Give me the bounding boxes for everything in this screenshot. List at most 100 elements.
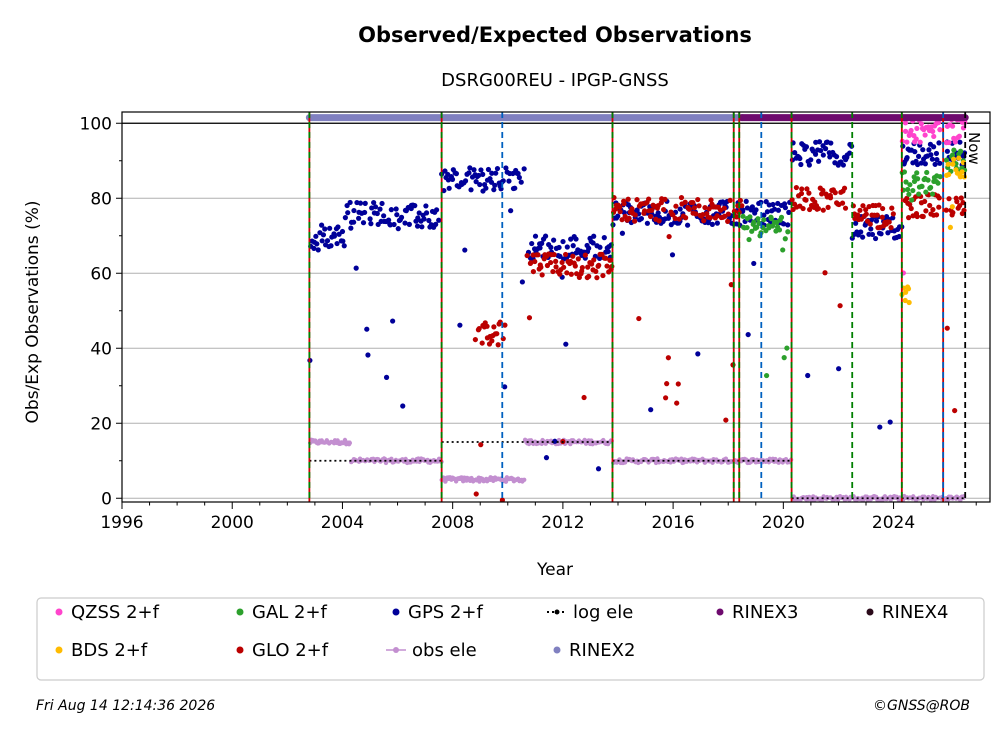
data-point [929, 156, 935, 162]
legend-item-obs-ele: obs ele [386, 640, 477, 661]
data-point [371, 199, 377, 206]
data-point [559, 259, 565, 266]
data-point [489, 338, 495, 344]
data-point [677, 206, 683, 212]
data-point [906, 191, 912, 197]
data-point [929, 191, 936, 197]
data-point [751, 260, 757, 267]
data-point [494, 331, 500, 337]
data-point [833, 154, 840, 160]
data-point [754, 224, 760, 230]
data-point [913, 136, 919, 142]
data-point [319, 238, 325, 244]
data-point [600, 272, 606, 279]
data-point [673, 203, 679, 209]
data-point [402, 220, 408, 226]
data-point [489, 170, 495, 176]
data-point [524, 252, 530, 259]
data-point [793, 184, 799, 191]
data-point [521, 166, 527, 172]
x-tick-label: 2000 [211, 513, 254, 533]
data-point [634, 207, 640, 213]
data-point [904, 195, 910, 201]
data-point [512, 185, 518, 191]
data-point [324, 238, 331, 244]
data-point [478, 167, 484, 173]
data-point [364, 326, 370, 332]
data-point [763, 372, 770, 379]
data-point [920, 147, 926, 153]
data-point [391, 221, 397, 228]
data-point [792, 150, 798, 156]
data-point [781, 221, 787, 227]
data-point [946, 139, 952, 146]
data-point [820, 207, 826, 213]
data-point [771, 206, 778, 212]
data-point [743, 198, 749, 204]
data-point [342, 215, 348, 221]
data-point [586, 245, 592, 251]
data-point [950, 152, 956, 158]
data-point [822, 146, 829, 152]
data-point [506, 178, 512, 184]
data-point [593, 268, 599, 274]
legend-label: GLO 2+f [252, 640, 329, 661]
legend-item-bds: BDS 2+f [55, 640, 148, 661]
data-point [946, 171, 952, 178]
data-point [709, 221, 715, 227]
data-point [669, 252, 676, 258]
footer-credit: ©GNSS@ROB [873, 698, 970, 714]
data-point [755, 216, 761, 222]
data-point [749, 228, 755, 234]
data-point [747, 214, 753, 220]
data-point [599, 251, 605, 257]
data-point [605, 248, 611, 255]
data-point [916, 191, 922, 197]
data-point [379, 200, 385, 207]
data-point [421, 216, 427, 222]
data-point [761, 217, 767, 223]
data-point [813, 139, 819, 145]
data-point [551, 237, 557, 243]
data-point [526, 315, 533, 321]
data-point [519, 279, 525, 285]
data-point [951, 147, 957, 153]
data-point [415, 215, 421, 221]
data-point [528, 260, 534, 266]
data-point [551, 251, 557, 258]
data-point [542, 233, 549, 239]
data-point [570, 253, 576, 259]
data-point [775, 207, 782, 213]
data-point [596, 262, 602, 268]
data-point [619, 230, 626, 236]
data-point [740, 213, 746, 219]
data-point [591, 257, 597, 263]
data-point [570, 243, 576, 249]
data-point [579, 264, 585, 271]
now-label: Now [965, 132, 983, 165]
data-point [896, 233, 902, 240]
data-point [800, 205, 806, 212]
data-point [604, 263, 610, 269]
data-point [538, 264, 544, 270]
data-point [816, 158, 822, 164]
data-point [919, 183, 925, 190]
data-point [914, 170, 920, 176]
data-point [368, 221, 374, 227]
data-point [863, 207, 869, 213]
data-point [763, 199, 769, 205]
data-point [683, 215, 689, 221]
data-point [761, 212, 767, 218]
data-point [548, 259, 554, 266]
data-point [876, 202, 882, 208]
data-point [331, 233, 338, 239]
data-point [815, 205, 822, 212]
data-point [827, 195, 834, 201]
data-point [362, 209, 368, 216]
x-tick-label: 1996 [100, 513, 143, 533]
data-point [931, 144, 937, 150]
data-point [625, 196, 631, 202]
data-point [548, 244, 554, 250]
x-axis-label: Year [536, 560, 573, 580]
data-point [907, 182, 913, 188]
